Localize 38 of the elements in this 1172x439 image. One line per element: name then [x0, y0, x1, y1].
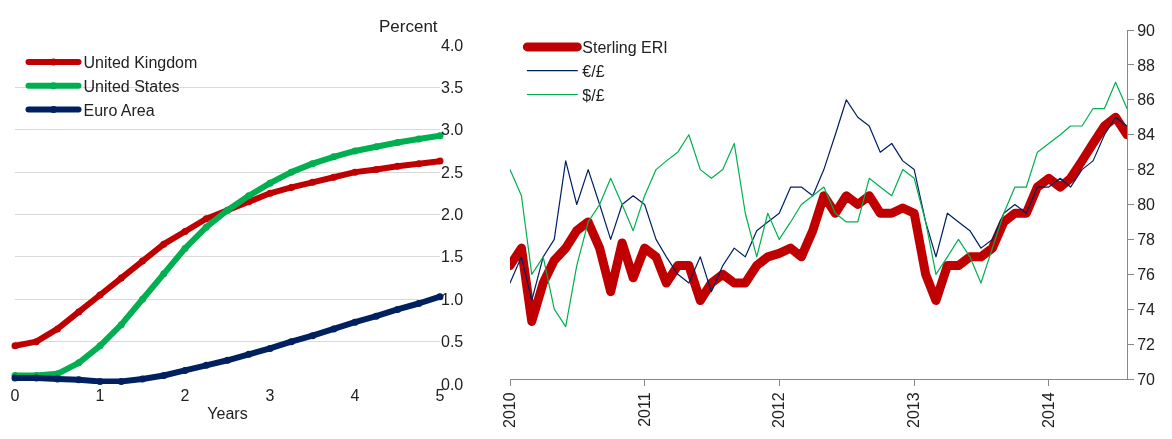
x-tick-label: 2013	[905, 392, 923, 428]
y-tick-label: 1.5	[441, 248, 464, 266]
x-tick-label: 4	[350, 387, 360, 404]
legend-label: €/£	[582, 62, 605, 80]
x-tick-label: 0	[10, 387, 20, 404]
legend-label: Euro Area	[83, 101, 155, 119]
legend-label: $/£	[582, 86, 605, 104]
x-tick-label: 2010	[501, 392, 519, 428]
y-tick-label: 4.0	[441, 36, 464, 54]
y-tick-label: 0.0	[441, 375, 464, 393]
x-axis-title: Years	[207, 404, 248, 422]
y-tick-label: 3.5	[441, 78, 464, 96]
x-tick-label: 2011	[635, 392, 653, 427]
y-tick-label: 70	[1137, 370, 1156, 388]
x-tick-label: 1	[95, 387, 105, 404]
y-tick-label: 3.0	[441, 121, 464, 139]
y-tick-label: 2.0	[441, 206, 464, 224]
y-tick-label: 90	[1137, 21, 1156, 39]
y-tick-label: 84	[1137, 126, 1156, 144]
legend-label: Sterling ERI	[582, 39, 668, 57]
y-tick-label: 1.0	[441, 290, 464, 308]
y-tick-label: 86	[1137, 91, 1156, 109]
y-tick-label: 78	[1137, 231, 1156, 248]
y-tick-label: 0.5	[441, 333, 464, 351]
y-tick-label: 2.5	[441, 163, 464, 181]
x-tick-label: 3	[265, 387, 275, 404]
x-tick-label: 2014	[1040, 392, 1058, 428]
y-tick-label: 76	[1137, 265, 1156, 283]
legend-label: United Kingdom	[83, 54, 198, 72]
y-tick-label: 80	[1137, 196, 1156, 214]
legend-label: United States	[83, 77, 180, 95]
x-tick-label: 2	[180, 387, 190, 404]
y-tick-label: 72	[1137, 335, 1156, 353]
y-tick-label: 88	[1137, 56, 1156, 74]
y-tick-label: 82	[1137, 161, 1156, 179]
y-axis-title: Percent	[379, 17, 438, 36]
y-tick-label: 74	[1137, 300, 1156, 318]
x-tick-label: 2012	[770, 392, 788, 428]
